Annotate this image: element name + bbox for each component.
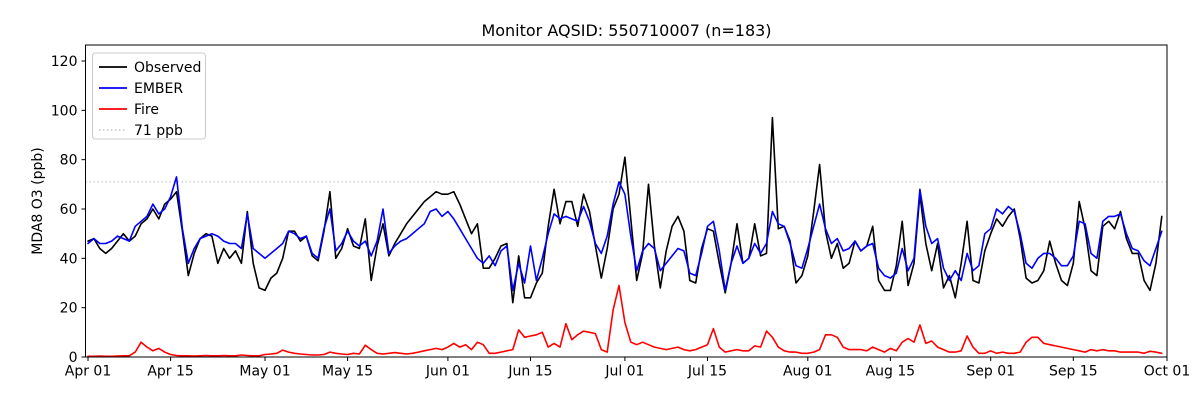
legend-label: EMBER [134,81,183,97]
x-tick-label: Apr 15 [147,364,193,380]
observed-line [87,116,1163,304]
fire-line [87,284,1163,358]
x-tick-label: Jun 15 [507,364,552,380]
ember-line [87,176,1163,292]
x-tick-label: Aug 15 [866,364,916,380]
legend-label: Observed [134,60,201,76]
x-tick-label: Jun 01 [425,364,470,380]
x-tick-label: May 01 [239,364,290,380]
x-tick-label: Apr 01 [65,364,111,380]
chart-title: Monitor AQSID: 550710007 (n=183) [481,21,772,40]
x-tick-label: Jul 01 [604,364,644,380]
y-tick-label: 100 [51,103,78,119]
y-tick-label: 80 [60,153,78,169]
x-tick-label: May 15 [322,364,373,380]
y-tick-label: 40 [60,251,78,267]
y-tick-label: 120 [51,54,78,70]
y-tick-label: 60 [60,202,78,218]
x-tick-label: Jul 15 [687,364,727,380]
x-tick-label: Oct 01 [1144,364,1190,380]
legend-box [92,52,206,140]
legend-label: 71 ppb [134,123,183,139]
legend-label: Fire [134,102,159,118]
y-axis-label: MDA8 O3 (ppb) [30,147,46,255]
y-tick-label: 0 [69,350,78,366]
x-tick-label: Sep 15 [1049,364,1098,380]
plot-border [85,44,1168,358]
x-tick-label: Aug 01 [783,364,833,380]
x-tick-label: Sep 01 [966,364,1015,380]
y-tick-label: 20 [60,301,78,317]
